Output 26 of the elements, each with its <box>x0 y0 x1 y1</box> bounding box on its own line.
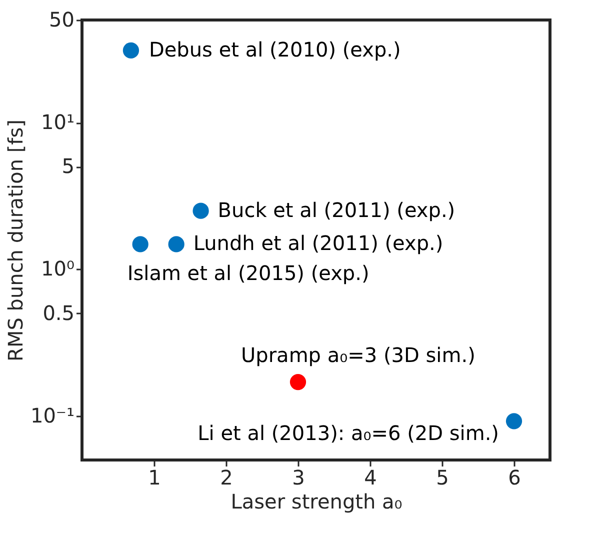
x-tick-label: 3 <box>292 466 305 490</box>
x-tick-label: 2 <box>220 466 233 490</box>
annotation: Li et al (2013): a₀=6 (2D sim.) <box>198 421 499 446</box>
annotation: Debus et al (2010) (exp.) <box>148 37 401 62</box>
point <box>192 202 209 219</box>
annotation: Islam et al (2015) (exp.) <box>127 261 370 286</box>
y-axis-title: RMS bunch duration [fs] <box>3 120 28 362</box>
point <box>122 42 140 58</box>
annotation: Upramp a₀=3 (3D sim.) <box>241 343 476 368</box>
x-tick-label: 4 <box>364 466 377 490</box>
x-tick-label: 1 <box>148 466 161 490</box>
y-tick-label: 0.5 <box>42 300 74 325</box>
point <box>168 236 184 252</box>
annotation: Buck et al (2011) (exp.) <box>218 198 456 222</box>
point <box>506 413 522 430</box>
annotation: Lundh et al (2011) (exp.) <box>193 231 444 256</box>
x-axis-title: Laser strength a₀ <box>230 490 402 514</box>
point <box>132 236 148 252</box>
y-tick-label: 10⁻¹ <box>30 403 74 428</box>
y-tick-label: 10¹ <box>41 110 74 134</box>
point <box>290 374 306 390</box>
y-tick-label: 5 <box>62 154 74 178</box>
y-tick-label: 10⁰ <box>41 256 74 281</box>
x-tick-label: 6 <box>508 466 521 490</box>
x-tick-label: 5 <box>436 466 449 490</box>
y-tick-label: 50 <box>49 8 74 32</box>
